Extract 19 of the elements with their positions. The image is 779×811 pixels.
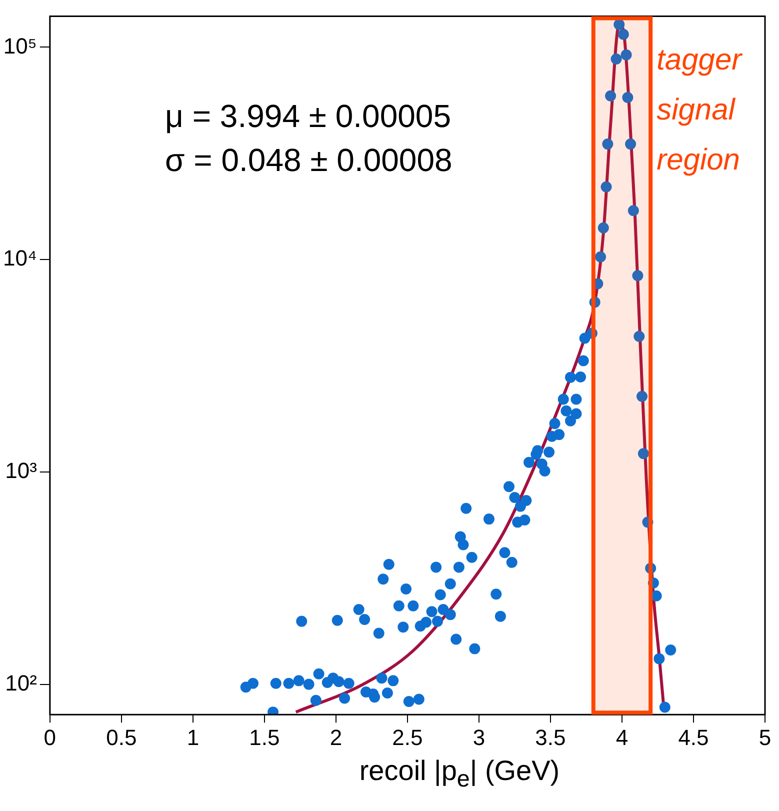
annotation: μ = 3.994 ± 0.00005	[165, 98, 451, 134]
y-tick-label: 10⁵	[3, 33, 37, 58]
x-tick-label: 5	[758, 724, 772, 750]
x-tick-label: 2.5	[392, 724, 423, 750]
y-tick-label: 10⁴	[2, 246, 37, 271]
x-tick-label: 0.5	[106, 724, 137, 750]
x-tick-label: 1.5	[249, 724, 280, 750]
x-tick-label: 4	[616, 724, 628, 750]
x-tick-label: 1	[186, 724, 200, 750]
x-tick-label: 0	[44, 724, 56, 750]
x-axis-title: recoil |p$_{e}$| (GeV)	[358, 755, 561, 793]
y-tick-label: 10³	[5, 458, 37, 484]
x-tick-label: 3	[472, 724, 486, 750]
annotation: σ = 0.048 ± 0.00008	[165, 142, 452, 178]
band-label: tagger signal region	[656, 44, 743, 177]
x-tick-label: 3.5	[535, 724, 566, 750]
y-tick-label: 10²	[5, 670, 37, 696]
x-tick-label: 4.5	[678, 724, 709, 750]
x-tick-label: 2	[330, 724, 342, 750]
